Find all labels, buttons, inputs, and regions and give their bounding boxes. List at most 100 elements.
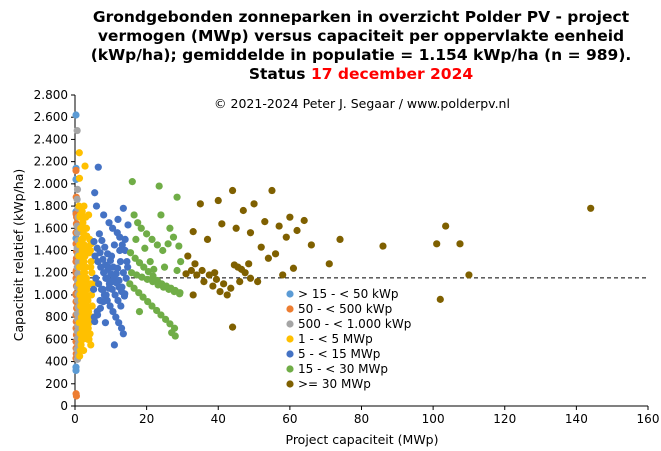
data-point [282, 233, 290, 241]
data-point [245, 260, 253, 268]
data-point [72, 111, 80, 119]
data-point [146, 258, 154, 266]
data-point [105, 219, 113, 227]
data-point [293, 226, 301, 235]
data-point [77, 302, 85, 310]
data-point [173, 266, 181, 275]
data-point [257, 243, 265, 251]
data-point [76, 330, 84, 338]
data-point [101, 243, 109, 251]
data-point [223, 291, 231, 299]
data-point [123, 258, 131, 266]
data-point [73, 126, 81, 135]
y-axis-label: Capaciteit relatief (kWp/ha) [11, 169, 26, 341]
y-tick-label: 1.600 [34, 221, 68, 235]
data-point [237, 265, 246, 273]
data-point [95, 230, 103, 238]
data-point [153, 306, 161, 315]
chart-title: Grondgebonden zonneparken in overzicht P… [91, 8, 632, 83]
data-point [111, 271, 119, 279]
data-point [97, 263, 105, 271]
data-point [75, 202, 83, 210]
data-point [157, 311, 165, 319]
data-point [325, 260, 333, 268]
legend-entry: > 15 - < 50 kWp [298, 287, 398, 301]
data-point [77, 224, 85, 232]
title-status-date: 17 december 2024 [311, 65, 473, 83]
x-tick-label: 120 [493, 412, 516, 426]
data-point [87, 263, 95, 271]
data-point [79, 219, 87, 227]
data-point [264, 254, 272, 262]
data-point [78, 324, 86, 332]
data-point [90, 238, 98, 246]
data-point [99, 285, 107, 293]
data-point [117, 324, 126, 332]
data-point [118, 241, 126, 249]
data-point [148, 235, 156, 243]
legend-marker [286, 350, 294, 358]
data-point [143, 230, 151, 238]
data-point [100, 269, 108, 277]
data-point [119, 204, 127, 212]
data-point [112, 313, 120, 321]
data-point [76, 346, 84, 355]
title-line-3: (kWp/ha); gemiddelde in populatie = 1.15… [91, 46, 632, 64]
data-point [141, 244, 149, 252]
data-point [162, 315, 170, 323]
data-point [261, 218, 269, 226]
data-point [94, 163, 102, 171]
data-point [75, 280, 83, 288]
data-point [78, 208, 86, 216]
x-tick-label: 20 [139, 412, 154, 426]
data-point [106, 302, 114, 310]
data-point [87, 291, 96, 299]
data-point [78, 285, 87, 293]
data-point [166, 320, 174, 328]
data-point [203, 235, 212, 243]
data-point [81, 162, 89, 170]
data-point [139, 293, 147, 301]
data-point [246, 274, 255, 282]
data-point [80, 202, 88, 210]
y-tick-label: 1.800 [34, 199, 68, 213]
data-point [79, 258, 87, 266]
data-point [72, 390, 80, 398]
data-point [212, 275, 221, 283]
data-point [433, 240, 441, 248]
data-point [79, 296, 87, 305]
data-point [105, 284, 113, 292]
data-point [228, 323, 237, 331]
data-point [160, 263, 169, 271]
data-point [86, 280, 94, 288]
data-point [122, 274, 130, 282]
data-point [121, 290, 129, 298]
data-point [137, 224, 145, 232]
legend-entry: 500 - < 1.000 kWp [298, 317, 411, 331]
data-point [76, 352, 84, 360]
data-point [106, 256, 115, 265]
data-point [93, 311, 102, 319]
data-point [587, 204, 595, 212]
data-point [132, 235, 140, 243]
y-tick-label: 2.200 [34, 155, 68, 169]
data-point [200, 278, 208, 286]
data-point [135, 307, 144, 316]
data-point [81, 291, 89, 299]
data-point [126, 280, 134, 288]
data-point [73, 195, 81, 204]
data-point [166, 224, 174, 232]
data-point [211, 269, 219, 277]
title-line-4: Status 17 december 2024 [249, 65, 474, 83]
data-point [109, 224, 117, 232]
data-point [220, 280, 228, 288]
data-point [98, 236, 106, 245]
data-point [92, 202, 101, 210]
data-point [90, 285, 98, 293]
data-point [442, 222, 450, 230]
data-point [115, 276, 123, 285]
y-tick-label: 2.600 [34, 110, 68, 124]
y-tick-labels: 0 200 400 600 800 1.000 1.200 1.400 1.600 1.800 2.… [34, 88, 68, 413]
x-tick-label: 140 [565, 412, 588, 426]
